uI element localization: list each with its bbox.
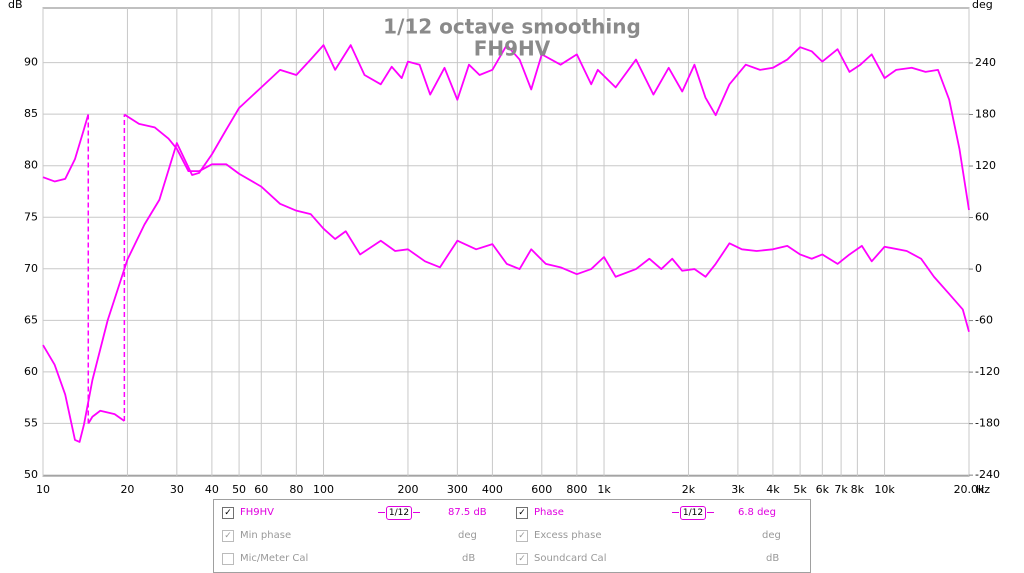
x-tick-label: 2k xyxy=(682,483,696,496)
y-tick-label: 70 xyxy=(24,262,38,275)
y2-tick-label: 60 xyxy=(975,211,989,224)
x-tick-label: 100 xyxy=(313,483,334,496)
chart-title: 1/12 octave smoothing xyxy=(383,15,641,39)
y-tick-label: 60 xyxy=(24,365,38,378)
x-tick-label: 3k xyxy=(731,483,745,496)
unit: deg xyxy=(762,530,781,541)
legend-label: Excess phase xyxy=(534,530,602,541)
x-tick-label: 20 xyxy=(120,483,134,496)
y2-tick-label: -180 xyxy=(975,417,1000,430)
x-tick-label: 4k xyxy=(766,483,780,496)
y-tick-label: 65 xyxy=(24,313,38,326)
legend-label: Mic/Meter Cal xyxy=(240,553,309,564)
x-tick-label: 5k xyxy=(793,483,807,496)
x-tick-label: 8k xyxy=(851,483,865,496)
x-unit: Hz xyxy=(976,483,990,496)
y-tick-label: 85 xyxy=(24,107,38,120)
checkbox[interactable]: ✓ xyxy=(222,530,234,542)
y-tick-label: 75 xyxy=(24,210,38,223)
checkbox[interactable]: ✓ xyxy=(516,530,528,542)
readout: 6.8 deg xyxy=(738,507,776,518)
y2-tick-label: 120 xyxy=(975,159,996,172)
legend-label: Phase xyxy=(534,507,564,518)
unit: deg xyxy=(458,530,477,541)
x-tick-label: 600 xyxy=(531,483,552,496)
legend-panel: ✓ FH9HV 1/12 87.5 dB ✓ Phase 1/12 6.8 de… xyxy=(213,499,811,573)
x-tick-label: 1k xyxy=(597,483,611,496)
y2-tick-label: 0 xyxy=(975,262,982,275)
y-unit: dB xyxy=(8,0,23,11)
chart-subtitle: FH9HV xyxy=(474,37,551,61)
x-tick-label: 30 xyxy=(170,483,184,496)
x-tick-label: 7k xyxy=(834,483,848,496)
x-tick-label: 200 xyxy=(397,483,418,496)
checkbox[interactable]: ✓ xyxy=(516,507,528,519)
x-tick-label: 300 xyxy=(447,483,468,496)
series-line xyxy=(42,44,970,443)
x-tick-label: 80 xyxy=(289,483,303,496)
checkbox[interactable] xyxy=(222,553,234,565)
x-tick-label: 10 xyxy=(36,483,50,496)
plot-area xyxy=(42,7,970,477)
x-tick-label: 10k xyxy=(874,483,895,496)
checkbox[interactable]: ✓ xyxy=(516,553,528,565)
legend-row: ✓ FH9HV 1/12 87.5 dB ✓ Phase 1/12 6.8 de… xyxy=(222,504,802,522)
legend-row: ✓ Min phase deg ✓ Excess phase deg xyxy=(222,527,802,545)
unit: dB xyxy=(766,553,780,564)
y-tick-label: 55 xyxy=(24,416,38,429)
lines xyxy=(42,44,970,443)
y-tick-label: 50 xyxy=(24,468,38,481)
y-tick-label: 90 xyxy=(24,56,38,69)
legend-label: FH9HV xyxy=(240,507,274,518)
x-tick-label: 40 xyxy=(205,483,219,496)
readout: 87.5 dB xyxy=(448,507,487,518)
x-tick-label: 60 xyxy=(254,483,268,496)
x-tick-label: 400 xyxy=(482,483,503,496)
x-tick-label: 20.0k xyxy=(954,483,985,496)
checkbox[interactable]: ✓ xyxy=(222,507,234,519)
chart: 1/12 octave smoothing FH9HV dB deg Hz 10… xyxy=(8,0,1000,496)
y2-tick-label: 180 xyxy=(975,107,996,120)
legend-row: Mic/Meter Cal dB ✓ Soundcard Cal dB xyxy=(222,550,802,568)
legend-label: Min phase xyxy=(240,530,292,541)
y2-tick-label: -120 xyxy=(975,365,1000,378)
unit: dB xyxy=(462,553,476,564)
smoothing-icon[interactable]: 1/12 xyxy=(672,506,714,520)
smoothing-icon[interactable]: 1/12 xyxy=(378,506,420,520)
grid xyxy=(42,8,970,476)
x-tick-label: 6k xyxy=(816,483,830,496)
y2-tick-label: 240 xyxy=(975,56,996,69)
x-tick-label: 50 xyxy=(232,483,246,496)
y2-tick-label: -240 xyxy=(975,468,1000,481)
y-tick-label: 80 xyxy=(24,159,38,172)
series-line xyxy=(42,113,970,425)
y2-unit: deg xyxy=(972,0,993,11)
legend-label: Soundcard Cal xyxy=(534,553,607,564)
x-tick-label: 800 xyxy=(566,483,587,496)
y2-tick-label: -60 xyxy=(975,314,993,327)
